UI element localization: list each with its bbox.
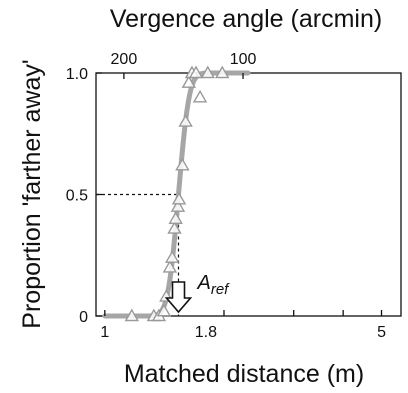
data-point-triangle <box>188 65 204 79</box>
y-tick-label: 0.5 <box>66 188 88 205</box>
y-tick-label: 0 <box>79 309 88 326</box>
data-point-triangle <box>167 221 182 234</box>
top-tick-label: 100 <box>230 51 257 68</box>
x-tick-label: 1.8 <box>195 324 217 341</box>
top-tick-label: 200 <box>111 51 138 68</box>
data-point-triangle <box>181 75 197 88</box>
data-point-triangle <box>170 199 186 212</box>
x-tick-label: 1 <box>100 324 109 341</box>
aref-annotation: Aref <box>164 272 230 314</box>
plot-frame <box>95 72 402 317</box>
down-arrow-icon <box>164 281 193 314</box>
y-tick-label: 1.0 <box>66 66 88 83</box>
x-axis-title: Matched distance (m) <box>124 360 364 388</box>
data-point-triangle <box>124 308 140 322</box>
data-point-triangle <box>178 114 193 127</box>
y-axis-title: Proportion 'farther away' <box>18 59 46 328</box>
data-point-triangle <box>156 303 172 317</box>
aref-label: Aref <box>196 272 230 298</box>
data-point-triangle <box>192 89 208 103</box>
data-point-triangle <box>171 191 187 205</box>
data-point-triangle <box>200 65 215 79</box>
data-point-triangle <box>215 65 230 79</box>
tick-layer: 0 0.5 1.0 1 5 1.8 200 100 <box>66 51 386 341</box>
data-point-triangle <box>165 250 180 263</box>
top-axis-title: Vergence angle (arcmin) <box>110 5 382 33</box>
data-point-triangle <box>168 211 183 225</box>
x-tick-label: 5 <box>377 324 386 341</box>
data-point-triangle <box>175 157 190 171</box>
data-point-triangle <box>162 259 178 273</box>
